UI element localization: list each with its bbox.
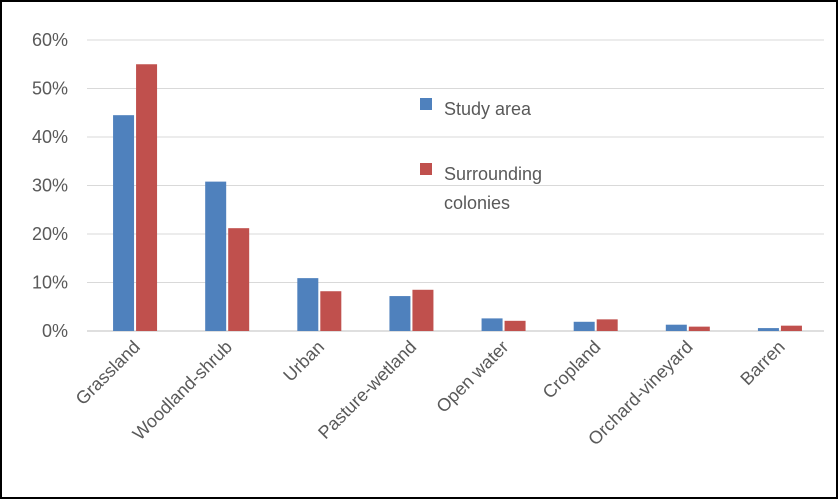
y-tick-label: 20% [32,224,68,244]
bar-surrounding-colonies [412,289,434,331]
bar-study-area [665,324,687,331]
bar-surrounding-colonies [320,291,342,331]
legend-label: colonies [444,193,510,213]
bar-study-area [389,296,411,331]
x-category-label: Pasture-wetland [314,337,420,443]
bar-surrounding-colonies [596,319,618,331]
y-tick-label: 40% [32,127,68,147]
x-category-label: Barren [736,337,788,389]
y-tick-label: 50% [32,79,68,99]
bar-study-area [113,115,135,331]
bar-study-area [297,278,319,331]
bar-study-area [481,318,503,331]
bar-surrounding-colonies [504,320,526,331]
y-tick-label: 10% [32,273,68,293]
bar-study-area [205,181,227,331]
legend-label: Surrounding [444,164,542,184]
x-category-label: Cropland [539,337,605,403]
y-tick-label: 0% [42,321,68,341]
bar-surrounding-colonies [228,228,250,331]
y-tick-label: 30% [32,176,68,196]
bar-surrounding-colonies [688,326,710,331]
x-category-label: Grassland [72,337,144,409]
x-category-label: Open water [432,337,512,417]
bar-study-area [573,321,595,331]
legend-swatch [420,163,432,175]
y-tick-label: 60% [32,30,68,50]
bar-surrounding-colonies [136,64,158,331]
legend-swatch [420,98,432,110]
bar-surrounding-colonies [780,325,802,331]
bar-study-area [757,328,779,331]
x-category-label: Urban [279,337,328,386]
x-category-label: Woodland-shrub [129,337,236,444]
legend-label: Study area [444,99,532,119]
